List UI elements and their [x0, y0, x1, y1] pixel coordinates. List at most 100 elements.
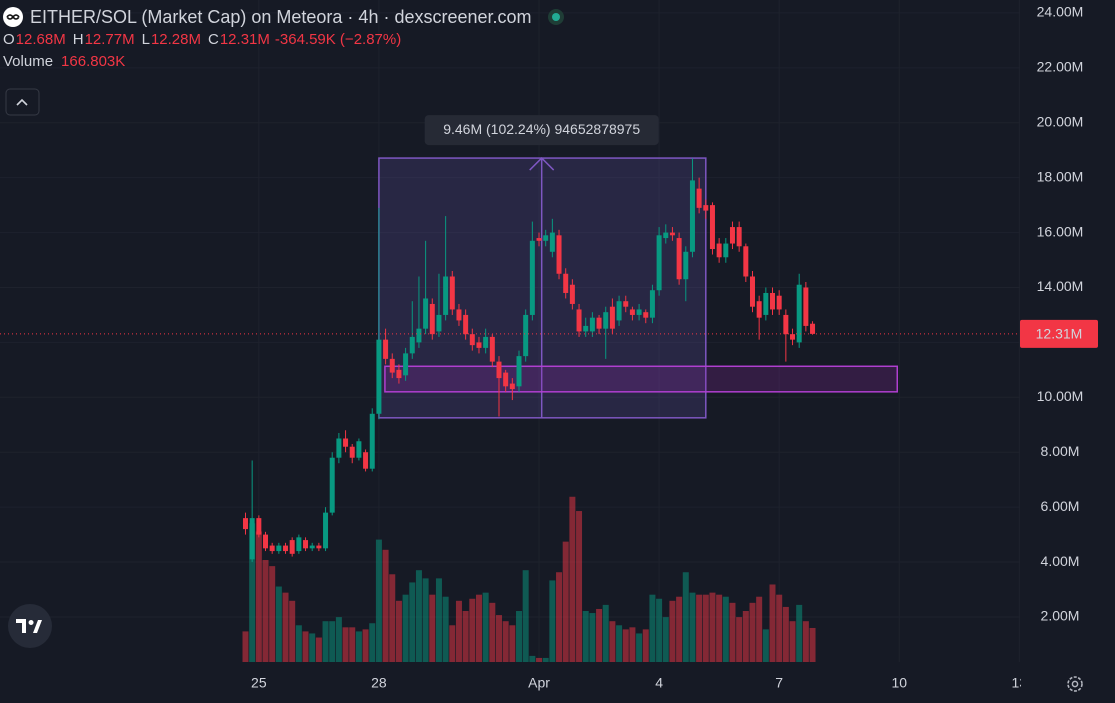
candle-body [309, 545, 315, 549]
candle-body [403, 353, 409, 376]
candle-body [649, 290, 655, 318]
volume-bar [255, 531, 262, 662]
volume-bar [429, 594, 436, 662]
candle-body [249, 518, 255, 560]
volume-bar [702, 594, 709, 662]
volume-bar [315, 637, 322, 662]
candle-body [509, 383, 515, 390]
volume-bar [622, 629, 629, 662]
candle-body [503, 372, 509, 387]
candle-body [669, 232, 675, 236]
ohlc-key: H [72, 30, 84, 48]
volume-bar [262, 560, 269, 662]
volume-bar [562, 541, 569, 662]
candle-body [416, 328, 422, 343]
volume-row: Volume 166.803K [0, 50, 700, 72]
volume-bar [282, 592, 289, 662]
candle-body [263, 534, 269, 549]
candle-body [463, 314, 469, 335]
candle-body [790, 334, 796, 340]
volume-bar [522, 570, 529, 662]
candle-body [396, 369, 402, 379]
candle-body [256, 518, 262, 535]
candle-body [283, 545, 289, 552]
x-tick-label: 13 [1012, 675, 1028, 691]
price-tag-label: 12.31M [1036, 326, 1083, 342]
candle-body [736, 227, 742, 247]
y-tick-label: 14.00M [1037, 278, 1084, 294]
volume-bar [442, 596, 449, 662]
volume-bar [335, 617, 342, 662]
volume-bar [769, 584, 776, 662]
axes: 2.00M4.00M6.00M8.00M10.00M12.00M14.00M16… [251, 4, 1098, 691]
candle-body [423, 298, 429, 329]
candle-body [803, 287, 809, 326]
candle-body [583, 325, 589, 332]
volume-bar [489, 602, 496, 662]
collapse-button[interactable] [5, 88, 40, 116]
volume-bar [596, 608, 603, 662]
volume-bar [482, 592, 489, 662]
candle-body [356, 441, 362, 458]
volume-bar [342, 627, 349, 662]
candle-body [609, 306, 615, 329]
candle-body [543, 235, 549, 241]
candle-body [623, 301, 629, 307]
candle-body [276, 545, 282, 552]
y-tick-label: 8.00M [1041, 443, 1080, 459]
candle-body [576, 309, 582, 332]
volume-bar [756, 596, 763, 662]
candle-body [289, 540, 295, 554]
volume-bar [269, 566, 276, 662]
y-tick-label: 22.00M [1037, 59, 1084, 75]
volume-bar [789, 621, 796, 662]
candle-body [716, 243, 722, 258]
volume-bar [696, 594, 703, 662]
volume-bar [682, 572, 689, 662]
volume-bar [609, 621, 616, 662]
volume-bar [796, 604, 803, 662]
x-tick-label: 10 [891, 675, 907, 691]
candle-body [709, 205, 715, 250]
candle-body [763, 292, 769, 315]
change-value: -364.59K (−2.87%) [274, 30, 402, 48]
volume-bar [616, 625, 623, 662]
candle-body [516, 356, 522, 387]
y-tick-label: 16.00M [1037, 223, 1084, 239]
candle-body [596, 317, 602, 329]
volume-bar [402, 594, 409, 662]
volume-bar [309, 633, 316, 662]
y-tick-label: 2.00M [1041, 608, 1080, 624]
volume-bar [249, 523, 256, 662]
volume-bar [455, 600, 462, 662]
volume-bar [802, 621, 809, 662]
x-tick-label: Apr [528, 675, 550, 691]
candle-body [496, 361, 502, 379]
candle-body [776, 295, 782, 310]
candle-body [756, 301, 762, 318]
ohlc-value: 12.77M [84, 30, 135, 48]
volume-bar [389, 574, 396, 662]
volume-value: 166.803K [61, 52, 126, 70]
x-tick-label: 28 [371, 675, 387, 691]
candle-body [483, 336, 489, 348]
volume-bar [536, 657, 543, 662]
candle-body [376, 339, 382, 414]
volume-bar [502, 621, 509, 662]
candle-body [663, 232, 669, 239]
header: EITHER/SOL (Market Cap) on Meteora · 4h … [0, 6, 700, 72]
volume-bar [749, 602, 756, 662]
candle-body [696, 188, 702, 208]
chart-title: EITHER/SOL (Market Cap) on Meteora · 4h … [30, 6, 532, 27]
settings-icon[interactable] [1067, 676, 1083, 692]
ohlc-key: L [141, 30, 150, 48]
ohlc-value: 12.31M [219, 30, 270, 48]
candle-body [689, 180, 695, 252]
candle-body [636, 309, 642, 315]
candle-body [336, 438, 342, 458]
title-row: EITHER/SOL (Market Cap) on Meteora · 4h … [0, 6, 700, 28]
token-icon [3, 7, 23, 27]
volume-bar [636, 633, 643, 662]
volume-bar [382, 549, 389, 662]
